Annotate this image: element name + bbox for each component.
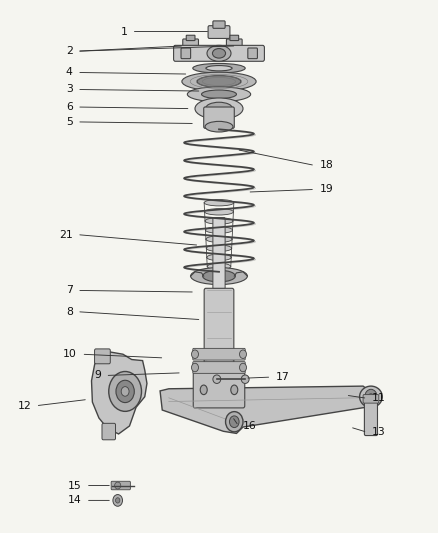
FancyBboxPatch shape xyxy=(230,35,239,41)
Ellipse shape xyxy=(206,236,232,243)
Polygon shape xyxy=(92,352,147,434)
FancyBboxPatch shape xyxy=(111,481,131,490)
Ellipse shape xyxy=(207,263,231,270)
Text: 18: 18 xyxy=(319,160,333,171)
Ellipse shape xyxy=(205,122,233,132)
Text: 16: 16 xyxy=(243,421,257,431)
FancyBboxPatch shape xyxy=(213,21,225,28)
Ellipse shape xyxy=(191,268,247,285)
Ellipse shape xyxy=(193,63,245,73)
FancyBboxPatch shape xyxy=(363,394,379,403)
Text: 17: 17 xyxy=(276,372,290,382)
FancyBboxPatch shape xyxy=(193,362,245,373)
Text: 3: 3 xyxy=(66,84,73,94)
Ellipse shape xyxy=(205,227,233,233)
FancyBboxPatch shape xyxy=(95,349,110,364)
Ellipse shape xyxy=(226,411,243,432)
Polygon shape xyxy=(160,386,374,433)
Text: 11: 11 xyxy=(372,393,385,403)
Text: 2: 2 xyxy=(66,46,73,56)
FancyBboxPatch shape xyxy=(364,398,378,435)
Text: 1: 1 xyxy=(120,27,127,37)
Ellipse shape xyxy=(115,482,121,489)
FancyBboxPatch shape xyxy=(208,26,230,38)
FancyBboxPatch shape xyxy=(226,39,242,49)
Ellipse shape xyxy=(230,416,239,427)
Ellipse shape xyxy=(212,49,226,58)
Text: 19: 19 xyxy=(319,184,333,195)
Ellipse shape xyxy=(182,72,256,91)
Ellipse shape xyxy=(187,87,251,102)
Ellipse shape xyxy=(113,495,123,506)
Ellipse shape xyxy=(365,389,377,404)
FancyBboxPatch shape xyxy=(102,423,116,440)
Ellipse shape xyxy=(207,254,231,261)
FancyBboxPatch shape xyxy=(183,39,198,49)
Ellipse shape xyxy=(240,350,247,359)
Text: 9: 9 xyxy=(94,370,101,381)
Ellipse shape xyxy=(206,66,232,71)
FancyBboxPatch shape xyxy=(204,288,234,377)
Text: 21: 21 xyxy=(59,230,73,240)
Ellipse shape xyxy=(201,90,237,99)
Ellipse shape xyxy=(191,364,198,372)
Ellipse shape xyxy=(116,498,120,503)
Ellipse shape xyxy=(121,386,129,396)
Ellipse shape xyxy=(368,393,374,400)
FancyBboxPatch shape xyxy=(181,48,191,59)
FancyBboxPatch shape xyxy=(213,217,225,289)
Ellipse shape xyxy=(109,372,141,411)
Ellipse shape xyxy=(191,350,198,359)
FancyBboxPatch shape xyxy=(186,35,195,41)
Text: 7: 7 xyxy=(66,286,73,295)
Text: 14: 14 xyxy=(68,495,81,505)
Text: 5: 5 xyxy=(66,117,73,127)
Ellipse shape xyxy=(200,385,207,394)
FancyBboxPatch shape xyxy=(193,349,245,360)
FancyBboxPatch shape xyxy=(193,372,245,408)
Text: 15: 15 xyxy=(68,481,81,490)
Text: 10: 10 xyxy=(63,349,77,359)
Ellipse shape xyxy=(207,45,231,61)
Ellipse shape xyxy=(116,380,134,402)
Ellipse shape xyxy=(360,386,382,407)
Text: 6: 6 xyxy=(66,102,73,112)
Ellipse shape xyxy=(203,270,235,282)
FancyBboxPatch shape xyxy=(173,45,265,61)
Ellipse shape xyxy=(206,245,232,252)
Ellipse shape xyxy=(197,76,241,87)
Ellipse shape xyxy=(213,375,221,383)
Ellipse shape xyxy=(205,208,233,215)
Ellipse shape xyxy=(195,98,243,119)
Ellipse shape xyxy=(204,199,234,206)
Ellipse shape xyxy=(205,218,233,224)
Text: 13: 13 xyxy=(372,427,385,438)
Ellipse shape xyxy=(205,102,233,115)
Text: 12: 12 xyxy=(18,401,31,411)
Text: 8: 8 xyxy=(66,306,73,317)
FancyBboxPatch shape xyxy=(204,107,234,128)
Ellipse shape xyxy=(231,385,238,394)
Ellipse shape xyxy=(241,375,249,383)
Text: 4: 4 xyxy=(66,68,73,77)
Ellipse shape xyxy=(240,364,247,372)
FancyBboxPatch shape xyxy=(248,48,258,59)
